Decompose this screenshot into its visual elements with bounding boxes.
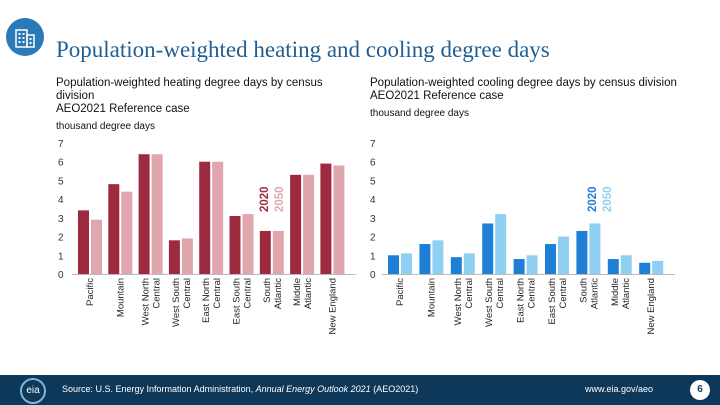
heating-category-label: Mountain: [115, 278, 126, 317]
heating-category-label: MiddleAtlantic: [292, 278, 314, 309]
heating-y-tick-label: 3: [58, 214, 64, 225]
source-note: Source: U.S. Energy Information Administ…: [62, 384, 419, 394]
cooling-bar-2050: [558, 236, 569, 274]
cooling-chart-title: Population-weighted cooling degree days …: [370, 77, 677, 89]
header-icon: [6, 18, 44, 56]
heating-bar-2020: [290, 174, 302, 274]
heating-bar-2050: [303, 174, 315, 274]
cooling-y-tick-label: 5: [370, 176, 376, 187]
cooling-bar-2050: [526, 255, 538, 274]
heating-bar-2050: [272, 230, 284, 274]
cooling-bar-2050: [652, 260, 664, 274]
cooling-y-tick-label: 3: [370, 214, 376, 225]
cooling-chart-header: Population-weighted cooling degree days …: [370, 77, 680, 120]
heating-y-tick-label: 7: [58, 139, 64, 150]
heating-bar-2020: [199, 161, 211, 274]
page-title: Population-weighted heating and cooling …: [56, 37, 550, 62]
heating-legend-2020: 2020: [259, 186, 271, 212]
cooling-bar-2050: [463, 253, 475, 274]
cooling-bar-2020: [639, 262, 651, 274]
cooling-bar-2050: [620, 255, 632, 274]
eia-logo: eia: [20, 378, 46, 404]
cooling-bar-2020: [545, 244, 556, 274]
cooling-y-tick-label: 6: [370, 158, 376, 169]
heating-bar-2050: [151, 154, 163, 274]
cooling-category-label: West SouthCentral: [484, 278, 506, 327]
cooling-y-tick-label: 2: [370, 233, 376, 244]
cooling-bar-2020: [576, 230, 588, 274]
cooling-category-label: Mountain: [426, 278, 437, 317]
heating-legend-2050: 2050: [274, 186, 286, 212]
footer-bar: [0, 375, 720, 405]
heating-y-tick-label: 2: [58, 233, 64, 244]
heating-chart-units: thousand degree days: [56, 121, 155, 132]
charts-canvas: 0 1 2 3 4 5 6 7 Pacific Mountain West NorthCentral…: [58, 139, 676, 335]
heating-bar-2050: [242, 214, 254, 274]
cooling-bar-2050: [495, 214, 507, 274]
heating-category-label: New England: [327, 278, 338, 335]
heating-bar-2050: [212, 161, 224, 274]
heating-bar-2020: [108, 184, 120, 274]
heating-category-label: SouthAtlantic: [262, 278, 284, 309]
cooling-category-label: East SouthCentral: [547, 278, 569, 324]
heating-chart-subtitle: AEO2021 Reference case: [56, 103, 190, 115]
heating-bar-2050: [181, 238, 193, 274]
website-link[interactable]: www.eia.gov/aeo: [585, 384, 654, 394]
cooling-chart-units: thousand degree days: [370, 108, 469, 119]
building-icon: [15, 29, 35, 48]
heating-bar-2050: [333, 165, 345, 274]
heating-bar-2020: [229, 215, 241, 274]
heating-y-tick-label: 4: [58, 195, 64, 206]
heating-category-label: Pacific: [85, 278, 96, 306]
cooling-y-tick-label: 7: [370, 139, 376, 150]
heating-category-label: West NorthCentral: [141, 278, 163, 325]
heating-bar-2020: [259, 230, 271, 274]
cooling-category-label: New England: [646, 278, 657, 335]
heating-category-label: East SouthCentral: [232, 278, 254, 324]
cooling-y-tick-label: 1: [370, 251, 376, 262]
page-number: 6: [690, 380, 710, 400]
cooling-bar-2020: [450, 257, 462, 274]
cooling-chart-subtitle: AEO2021 Reference case: [370, 90, 504, 102]
cooling-bar-2020: [482, 223, 494, 274]
cooling-bar-2050: [432, 240, 444, 274]
cooling-category-label: MiddleAtlantic: [610, 278, 632, 309]
heating-bar-2020: [168, 240, 180, 274]
heating-chart-title: Population-weighted heating degree days …: [56, 77, 323, 102]
heating-bar-2020: [320, 163, 332, 274]
cooling-y-tick-label: 4: [370, 195, 376, 206]
cooling-category-label: East NorthCentral: [516, 278, 538, 323]
heating-bar-2020: [78, 210, 89, 274]
heating-chart-header: Population-weighted heating degree days …: [56, 77, 361, 133]
cooling-category-label: Pacific: [395, 278, 406, 306]
cooling-category-label: West NorthCentral: [453, 278, 475, 325]
cooling-y-tick-label: 0: [370, 270, 376, 281]
heating-y-tick-label: 1: [58, 251, 64, 262]
heating-category-label: West SouthCentral: [171, 278, 193, 327]
heating-bar-2050: [91, 219, 102, 274]
heating-category-label: East NorthCentral: [201, 278, 223, 323]
cooling-legend-2050: 2050: [602, 186, 614, 212]
heating-bar-2050: [121, 191, 133, 274]
cooling-bar-2020: [419, 244, 431, 274]
cooling-bar-2020: [607, 259, 619, 274]
cooling-bar-2020: [388, 255, 399, 274]
heating-bar-2020: [138, 154, 150, 274]
cooling-category-label: SouthAtlantic: [578, 278, 600, 309]
heating-y-tick-label: 5: [58, 176, 64, 187]
cooling-legend-2020: 2020: [587, 186, 599, 212]
cooling-bar-2050: [401, 253, 412, 274]
cooling-bar-2050: [589, 223, 601, 274]
cooling-bar-2020: [513, 259, 525, 274]
heating-y-tick-label: 0: [58, 270, 64, 281]
heating-y-tick-label: 6: [58, 158, 64, 169]
